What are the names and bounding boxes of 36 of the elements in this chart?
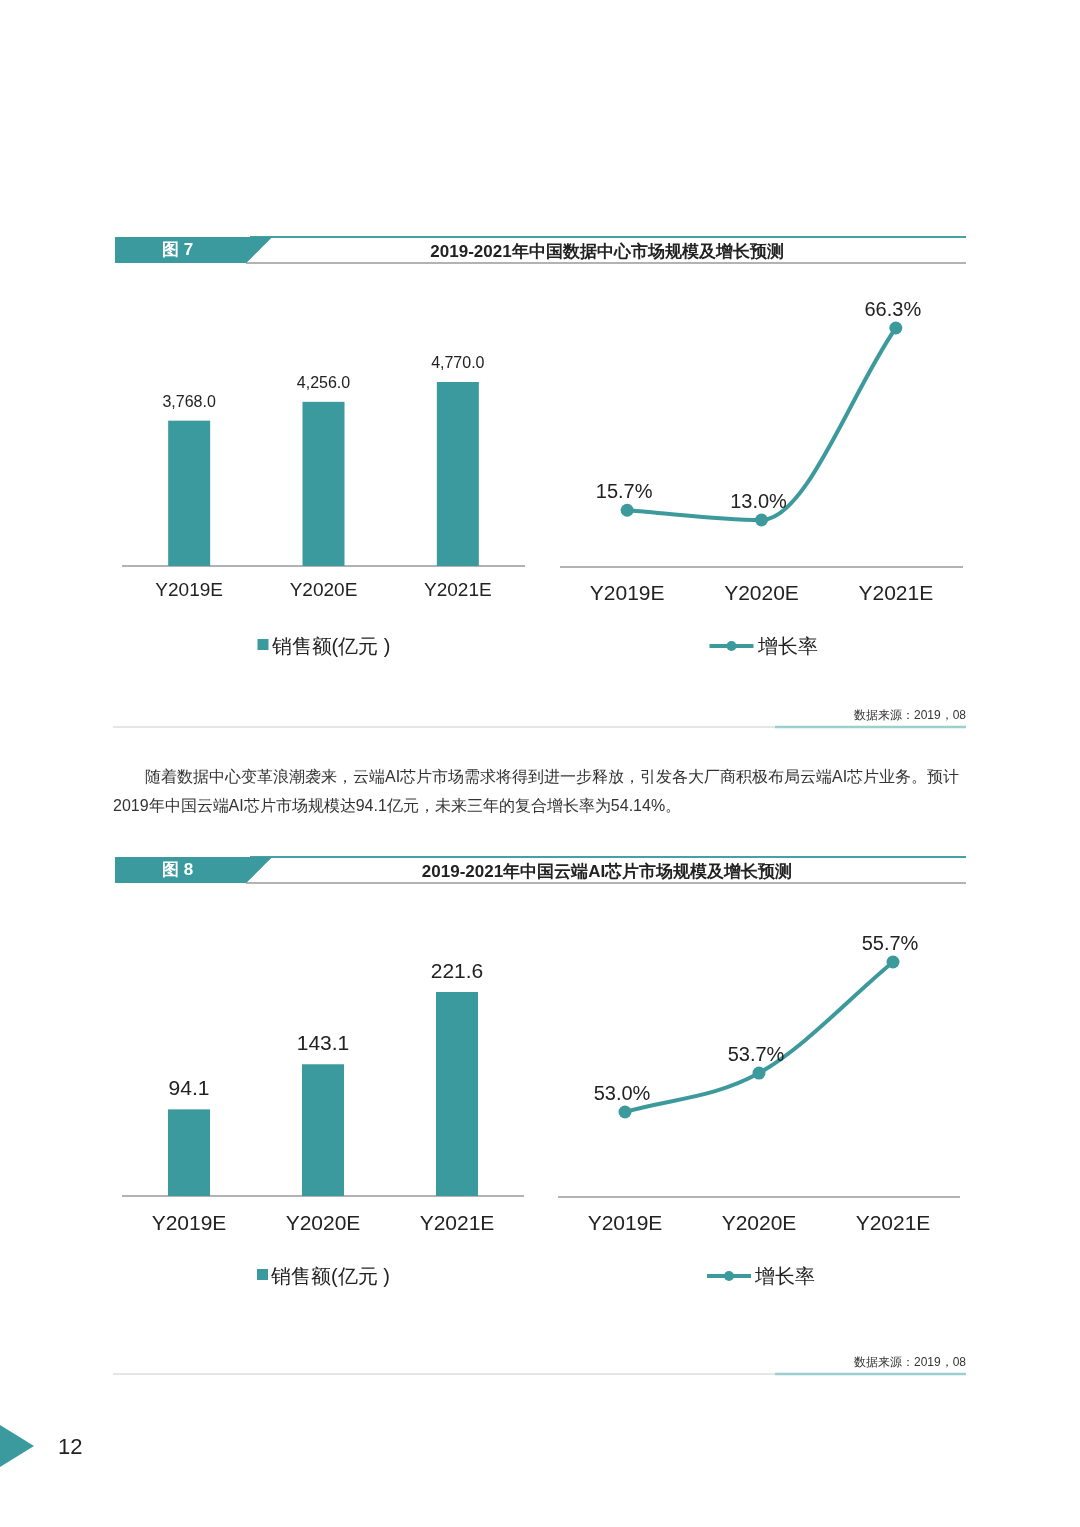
data-label: 3,768.0 (162, 392, 216, 410)
x-tick-label: Y2019E (155, 579, 223, 600)
chart-subtitle: 图 7 (115, 237, 222, 263)
data-label: 15.7% (595, 480, 653, 503)
x-tick-label: Y2019E (589, 581, 665, 604)
legend-label: 销售额(亿元 ) (270, 635, 391, 657)
data-label: 4,770.0 (431, 354, 485, 371)
x-tick-label: Y2021E (419, 1211, 495, 1234)
x-tick-label: Y2019E (587, 1211, 663, 1234)
data-label: 94.1 (168, 1076, 210, 1100)
text: 2019-2021年中国云端AI芯片市场规模及增长预测 (421, 862, 793, 881)
x-tick-label: Y2020E (285, 1211, 361, 1234)
data-label: 4,256.0 (296, 373, 351, 391)
x-tick-label: Y2021E (858, 581, 934, 604)
x-tick-label: Y2020E (724, 581, 799, 604)
x-tick-label: Y2021E (855, 1211, 931, 1234)
data-label: 53.0% (593, 1082, 651, 1104)
data-label: 13.0% (730, 490, 788, 512)
data-label: 55.7% (861, 932, 919, 954)
data-label: 53.7% (727, 1043, 785, 1066)
x-tick-label: Y2020E (289, 579, 358, 600)
text: 12 (58, 1434, 83, 1459)
x-tick-label: Y2019E (151, 1211, 227, 1234)
legend-label: 增长率 (754, 1265, 815, 1287)
chart-subtitle: 图 8 (115, 857, 222, 883)
data-label: 66.3% (864, 298, 922, 320)
text: 随着数据中心变革浪潮袭来，云端AI芯片市场需求将得到进一步释放，引发各大厂商积极布局云端AI芯片业务。预计2019年中国云端AI芯片市场规模达94.1亿元，未来三年的复合增长率为54.14%。 (113, 767, 961, 816)
legend-label: 销售额(亿元 ) (270, 1265, 390, 1287)
source-note: 数据来源：2019，08 (853, 1355, 967, 1369)
source-note: 数据来源：2019，08 (853, 708, 967, 722)
text: 2019-2021年中国数据中心市场规模及增长预测 (430, 242, 784, 261)
data-label: 221.6 (430, 959, 484, 982)
data-label: 143.1 (296, 1031, 350, 1055)
legend-label: 增长率 (756, 635, 818, 657)
x-tick-label: Y2020E (721, 1211, 797, 1234)
x-tick-label: Y2021E (424, 579, 492, 600)
